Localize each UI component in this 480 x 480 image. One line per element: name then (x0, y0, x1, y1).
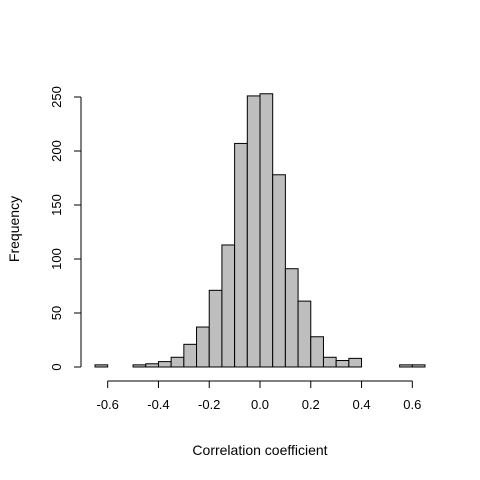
y-tick-label-3: 150 (49, 194, 64, 216)
histogram-bar-11 (234, 142, 248, 368)
histogram-bar-10 (221, 244, 236, 368)
histogram-bar-16 (297, 300, 312, 368)
y-tick-label-4: 200 (49, 140, 64, 162)
histogram-bar-0 (94, 364, 109, 368)
x-tick-label-1: -0.4 (147, 397, 169, 412)
y-axis-title: Frequency (6, 196, 22, 262)
x-tick-label-2: -0.2 (198, 397, 220, 412)
y-tick-label-1: 50 (49, 306, 64, 320)
bars-layer (94, 93, 426, 368)
histogram-bar-15 (284, 268, 299, 368)
y-tick-label-0: 0 (49, 363, 64, 370)
y-tick-label-2: 100 (49, 248, 64, 270)
x-axis: -0.6 -0.4 -0.2 0.0 0.2 0.4 0.6 (96, 380, 421, 412)
x-tick-label-5: 0.4 (352, 397, 370, 412)
x-tick-label-4: 0.2 (302, 397, 320, 412)
histogram-bar-12 (246, 95, 261, 368)
histogram-bar-8 (196, 326, 210, 368)
histogram-bar-7 (183, 343, 198, 368)
x-axis-title: Correlation coefficient (192, 442, 327, 458)
histogram-bar-25 (411, 364, 426, 368)
histogram-bar-4 (145, 363, 159, 368)
x-tick-label-6: 0.6 (403, 397, 421, 412)
histogram-bar-3 (132, 364, 147, 368)
y-axis: 0 50 100 150 200 250 (49, 86, 82, 371)
histogram-bar-20 (348, 357, 363, 368)
histogram-bar-9 (208, 289, 223, 368)
x-tick-label-0: -0.6 (96, 397, 118, 412)
histogram-bar-14 (272, 174, 286, 368)
histogram-bar-17 (310, 336, 324, 368)
histogram-bar-18 (322, 356, 337, 368)
histogram-bar-19 (335, 360, 350, 368)
histogram-bar-13 (259, 93, 274, 368)
y-tick-label-5: 250 (49, 86, 64, 108)
histogram-bar-5 (157, 361, 172, 368)
histogram-bar-24 (399, 364, 413, 368)
x-tick-label-3: 0.0 (251, 397, 269, 412)
histogram-bar-6 (170, 356, 185, 368)
